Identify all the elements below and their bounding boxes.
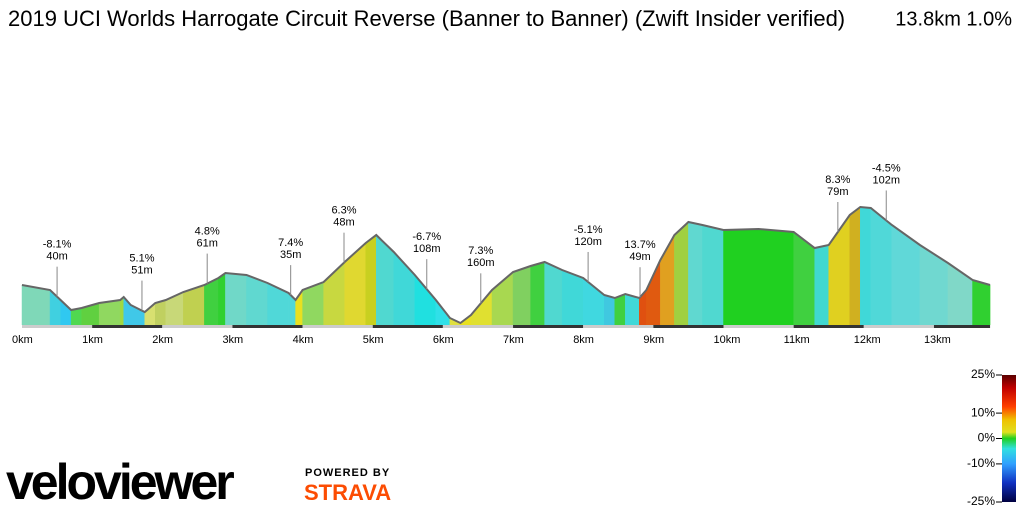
legend-tick-label: 10%	[971, 405, 995, 419]
annotation-grade: -5.1%	[574, 224, 603, 236]
profile-segment	[849, 206, 861, 326]
axis-band	[513, 325, 584, 328]
axis-band	[22, 325, 93, 328]
profile-segment	[98, 299, 121, 326]
profile-segment	[919, 244, 949, 326]
profile-segment	[702, 224, 724, 326]
annotation-length: 120m	[574, 236, 602, 248]
x-tick-label: 8km	[573, 334, 594, 346]
profile-segment	[814, 244, 829, 326]
profile-segment	[674, 221, 689, 326]
profile-segment	[512, 265, 531, 326]
annotation-length: 40m	[46, 251, 67, 263]
chart-title: 2019 UCI Worlds Harrogate Circuit Revers…	[8, 6, 845, 31]
partner-logo: STRAVA	[304, 480, 391, 505]
logo: veloviewer	[6, 454, 234, 510]
gradient-scale	[1002, 375, 1016, 502]
annotation-grade: 6.3%	[331, 205, 356, 217]
axis-band	[933, 325, 991, 328]
profile-segment	[891, 224, 921, 326]
x-tick-label: 4km	[293, 334, 314, 346]
x-tick-label: 5km	[363, 334, 384, 346]
annotation-grade: 13.7%	[624, 239, 655, 251]
profile-segment	[21, 284, 51, 326]
x-tick-label: 0km	[12, 334, 33, 346]
annotation-grade: 5.1%	[129, 253, 154, 265]
annotation-length: 102m	[872, 174, 900, 186]
profile-segment	[544, 261, 563, 326]
x-tick-label: 3km	[222, 334, 243, 346]
profile-segment	[625, 293, 640, 326]
annotation-grade: 7.4%	[278, 237, 303, 249]
profile-segment	[267, 282, 289, 326]
profile-segment	[344, 242, 366, 326]
annotation-grade: -4.5%	[872, 162, 901, 174]
annotation-grade: 7.3%	[468, 245, 493, 257]
axis-band	[442, 325, 514, 328]
axis-band	[723, 325, 794, 328]
profile-segment	[225, 272, 247, 326]
profile-segment	[155, 299, 167, 326]
profile-segment	[603, 294, 616, 326]
annotation-length: 160m	[467, 257, 495, 269]
axis-band	[302, 325, 373, 328]
annotation-length: 61m	[196, 238, 217, 250]
axis-band	[162, 325, 233, 328]
profile-segment	[218, 272, 226, 326]
profile-segment	[582, 277, 605, 326]
axis-band	[232, 325, 303, 328]
profile-segment	[530, 261, 545, 326]
annotation-length: 49m	[629, 251, 650, 263]
profile-segment	[758, 228, 794, 326]
annotation-length: 48m	[333, 217, 354, 229]
x-tick-label: 6km	[433, 334, 454, 346]
legend-tick-label: 0%	[978, 431, 996, 445]
x-tick-label: 7km	[503, 334, 524, 346]
profile-segment	[972, 279, 991, 326]
profile-segment	[723, 228, 759, 326]
profile-segment	[119, 296, 124, 326]
profile-segment	[365, 234, 377, 326]
x-tick-label: 12km	[854, 334, 881, 346]
profile-segment	[860, 206, 872, 326]
axis-band	[863, 325, 934, 328]
profile-segment	[561, 269, 584, 326]
x-tick-label: 2km	[152, 334, 173, 346]
profile-line	[21, 205, 991, 325]
x-tick-label: 1km	[82, 334, 103, 346]
annotation-grade: 8.3%	[825, 174, 850, 186]
legend-tick-label: 25%	[971, 367, 995, 381]
x-tick-label: 13km	[924, 334, 951, 346]
profile-segment	[688, 221, 703, 326]
x-tick-label: 10km	[714, 334, 741, 346]
annotation-grade: -8.1%	[43, 239, 72, 251]
profile-segment	[870, 207, 893, 326]
chart-subtitle: 13.8km 1.0%	[895, 8, 1012, 30]
axis-band	[583, 325, 654, 328]
annotation-length: 35m	[280, 249, 301, 261]
annotation-length: 108m	[413, 243, 441, 255]
x-tick-label: 9km	[643, 334, 664, 346]
x-tick-label: 11km	[784, 334, 810, 346]
profile-segment	[414, 274, 437, 326]
axis-band	[793, 325, 864, 328]
legend-tick-label: -25%	[967, 494, 995, 508]
profile-segment	[614, 293, 626, 326]
axis-band	[653, 325, 724, 328]
annotation-length: 51m	[131, 265, 152, 277]
annotation-length: 79m	[827, 186, 848, 198]
annotation-grade: 4.8%	[195, 226, 220, 238]
axis-band	[372, 325, 443, 328]
powered-by: POWERED BY	[305, 467, 390, 479]
profile-segment	[646, 259, 661, 326]
axis-band	[92, 325, 163, 328]
annotation-grade: -6.7%	[412, 231, 441, 243]
legend-tick-label: -10%	[967, 456, 995, 470]
